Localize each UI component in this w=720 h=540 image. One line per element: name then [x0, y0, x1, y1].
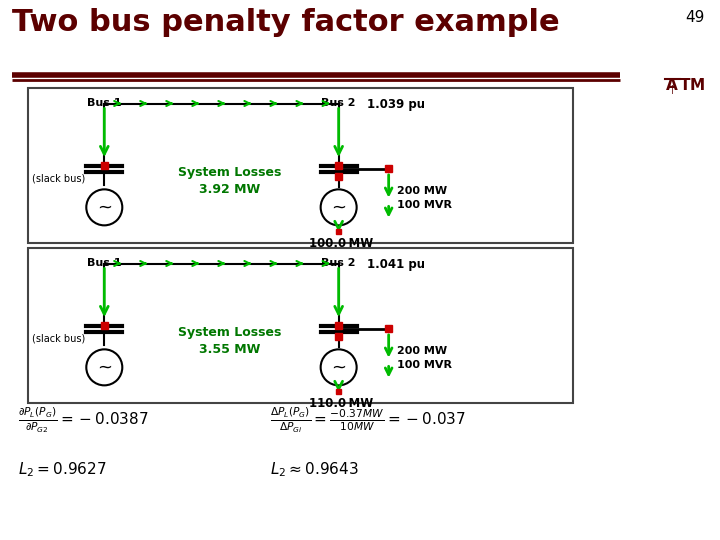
- Text: ~: ~: [96, 198, 112, 217]
- Bar: [335, 173, 342, 180]
- Text: (slack bus): (slack bus): [32, 173, 85, 184]
- Text: $L_2 = 0.9627$: $L_2 = 0.9627$: [18, 460, 107, 478]
- Bar: [335, 322, 342, 329]
- Text: 1.041 pu: 1.041 pu: [366, 258, 425, 271]
- Text: System Losses
3.55 MW: System Losses 3.55 MW: [178, 326, 282, 356]
- Text: $\frac{\partial P_L(P_G)}{\partial P_{G2}} = -0.0387$: $\frac{\partial P_L(P_G)}{\partial P_{G2…: [18, 405, 149, 435]
- Text: 110.0 MW: 110.0 MW: [309, 397, 373, 410]
- Bar: [28, 248, 573, 403]
- Text: A: A: [666, 78, 678, 93]
- Text: T: T: [680, 78, 690, 93]
- Text: 100 MVR: 100 MVR: [397, 200, 451, 211]
- Bar: [385, 325, 392, 332]
- Bar: [101, 162, 108, 169]
- Bar: [101, 322, 108, 329]
- Bar: [336, 389, 341, 394]
- Bar: [335, 162, 342, 169]
- Text: 1.039 pu: 1.039 pu: [366, 98, 425, 111]
- Text: 100.0 MW: 100.0 MW: [309, 237, 373, 250]
- Text: Bus 2: Bus 2: [321, 258, 356, 268]
- Text: ~: ~: [331, 359, 346, 376]
- Text: $\frac{\Delta P_L(P_G)}{\Delta P_{Gi}} = \frac{-0.37MW}{10MW} = -0.037$: $\frac{\Delta P_L(P_G)}{\Delta P_{Gi}} =…: [270, 405, 466, 435]
- Text: Bus 1: Bus 1: [87, 258, 122, 268]
- Text: |: |: [670, 85, 673, 94]
- Text: Bus 1: Bus 1: [87, 98, 122, 108]
- Text: Bus 2: Bus 2: [321, 98, 356, 108]
- Text: 49: 49: [685, 10, 705, 25]
- Text: 200 MW: 200 MW: [397, 186, 447, 195]
- Text: 200 MW: 200 MW: [397, 346, 447, 355]
- Bar: [336, 230, 341, 234]
- Text: (slack bus): (slack bus): [32, 334, 85, 343]
- Text: ~: ~: [96, 359, 112, 376]
- Bar: [28, 88, 573, 243]
- Text: Two bus penalty factor example: Two bus penalty factor example: [12, 8, 559, 37]
- Text: System Losses
3.92 MW: System Losses 3.92 MW: [178, 166, 282, 196]
- Text: ~: ~: [331, 198, 346, 217]
- Text: $L_2 \approx 0.9643$: $L_2 \approx 0.9643$: [270, 460, 359, 478]
- Text: 100 MVR: 100 MVR: [397, 361, 451, 370]
- Bar: [385, 165, 392, 172]
- Text: M: M: [690, 78, 705, 93]
- Bar: [335, 333, 342, 340]
